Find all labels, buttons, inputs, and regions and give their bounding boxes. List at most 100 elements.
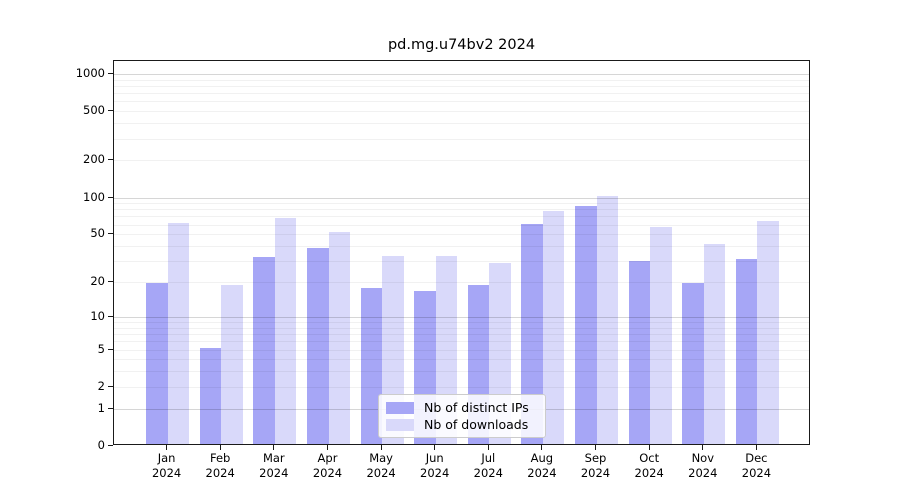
chart-title: pd.mg.u74bv2 2024 <box>387 37 536 53</box>
gridline-minor <box>114 101 809 103</box>
bar-downloads <box>757 220 779 444</box>
y-tick-label: 200 <box>83 152 105 167</box>
bar-distinct-ips <box>199 347 222 444</box>
plot-area <box>113 60 810 445</box>
y-tick-label: 20 <box>90 274 105 288</box>
gridline-minor <box>114 341 809 343</box>
legend-swatch-downloads <box>386 418 414 431</box>
bar-distinct-ips <box>307 248 329 444</box>
bar-downloads <box>167 222 190 444</box>
y-tick-mark <box>108 159 113 161</box>
gridline-minor <box>114 359 809 361</box>
y-tick-label: 100 <box>83 189 105 204</box>
gridline-minor <box>114 85 809 87</box>
y-tick-label: 0 <box>97 438 105 452</box>
gridline-major <box>114 73 809 75</box>
y-tick-mark <box>108 281 113 282</box>
x-tick-label: Jun 2024 <box>420 451 450 480</box>
bar-distinct-ips <box>735 259 758 444</box>
gridline-minor <box>114 224 809 226</box>
bar-distinct-ips <box>521 224 543 444</box>
x-tick-label: Feb 2024 <box>205 451 235 480</box>
gridline-minor <box>114 79 809 81</box>
gridline-minor <box>114 111 809 113</box>
bar-distinct-ips <box>253 257 275 444</box>
bar-downloads <box>328 232 350 444</box>
x-tick-mark <box>648 445 650 450</box>
gridline-minor <box>114 93 809 95</box>
gridline-minor <box>114 123 809 125</box>
gridline-minor <box>114 282 809 283</box>
gridline-minor <box>114 322 809 323</box>
y-tick-mark <box>108 385 113 387</box>
x-tick-label: Jan 2024 <box>151 451 182 480</box>
gridline-minor <box>114 138 809 140</box>
x-tick-label: Oct 2024 <box>634 451 664 480</box>
x-tick-mark <box>166 445 168 450</box>
y-tick-mark <box>108 315 113 317</box>
gridline-minor <box>114 246 809 247</box>
gridline-minor <box>114 386 809 388</box>
y-tick-mark <box>108 110 113 112</box>
bar-distinct-ips <box>360 288 383 444</box>
x-tick-mark <box>541 445 543 450</box>
x-tick-mark <box>434 445 436 450</box>
x-tick-label: Jul 2024 <box>473 451 503 480</box>
x-tick-label: Dec 2024 <box>741 451 772 480</box>
y-tick-label: 10 <box>90 308 105 323</box>
y-tick-mark <box>108 196 113 198</box>
bar-distinct-ips <box>575 206 597 444</box>
gridline-minor <box>114 261 809 263</box>
y-tick-label: 50 <box>90 226 105 241</box>
legend-label-distinct-ips: Nb of distinct IPs <box>424 400 529 415</box>
gridline-minor <box>114 234 809 236</box>
gridline-minor <box>114 371 809 373</box>
bar-distinct-ips <box>146 282 168 444</box>
y-tick-label: 1000 <box>75 65 105 80</box>
legend-row-downloads: Nb of downloads <box>386 416 538 433</box>
bar-downloads <box>221 285 243 444</box>
bar-distinct-ips <box>682 282 704 444</box>
y-tick-mark <box>108 348 113 350</box>
x-tick-label: May 2024 <box>366 451 396 480</box>
legend-swatch-distinct-ips <box>386 401 414 414</box>
x-tick-mark <box>595 445 596 450</box>
y-tick-label: 500 <box>83 103 105 118</box>
x-tick-mark <box>327 445 328 450</box>
bar-downloads <box>274 217 297 444</box>
y-tick-mark <box>108 445 113 446</box>
gridline-minor <box>114 203 809 205</box>
x-tick-mark <box>380 445 382 450</box>
legend-row-distinct-ips: Nb of distinct IPs <box>386 399 538 416</box>
gridline-minor <box>114 216 809 218</box>
x-tick-mark <box>273 445 275 450</box>
x-tick-mark <box>702 445 704 450</box>
gridline-minor <box>114 327 809 329</box>
bar-distinct-ips <box>628 260 651 444</box>
x-tick-label: Nov 2024 <box>688 451 718 480</box>
x-tick-label: Sep 2024 <box>580 451 611 480</box>
legend: Nb of distinct IPs Nb of downloads <box>378 394 546 438</box>
x-tick-label: Apr 2024 <box>312 451 343 480</box>
gridline-minor <box>114 160 809 162</box>
y-tick-mark <box>108 72 113 74</box>
x-tick-label: Aug 2024 <box>527 451 557 480</box>
x-tick-mark <box>219 445 221 450</box>
x-tick-mark <box>755 445 757 450</box>
y-tick-mark <box>108 407 113 409</box>
bar-downloads <box>703 244 726 444</box>
gridline-minor <box>114 334 809 335</box>
y-tick-mark <box>108 233 113 235</box>
legend-label-downloads: Nb of downloads <box>424 417 529 432</box>
gridline-major <box>114 316 809 318</box>
bar-downloads <box>650 227 672 444</box>
y-tick-label: 2 <box>97 378 105 393</box>
bar-downloads <box>542 210 565 444</box>
gridline-minor <box>114 209 809 211</box>
bar-downloads <box>596 195 618 444</box>
x-tick-mark <box>487 445 489 450</box>
x-tick-label: Mar 2024 <box>259 451 289 480</box>
gridline-major <box>114 197 809 199</box>
gridline-minor <box>114 349 809 351</box>
